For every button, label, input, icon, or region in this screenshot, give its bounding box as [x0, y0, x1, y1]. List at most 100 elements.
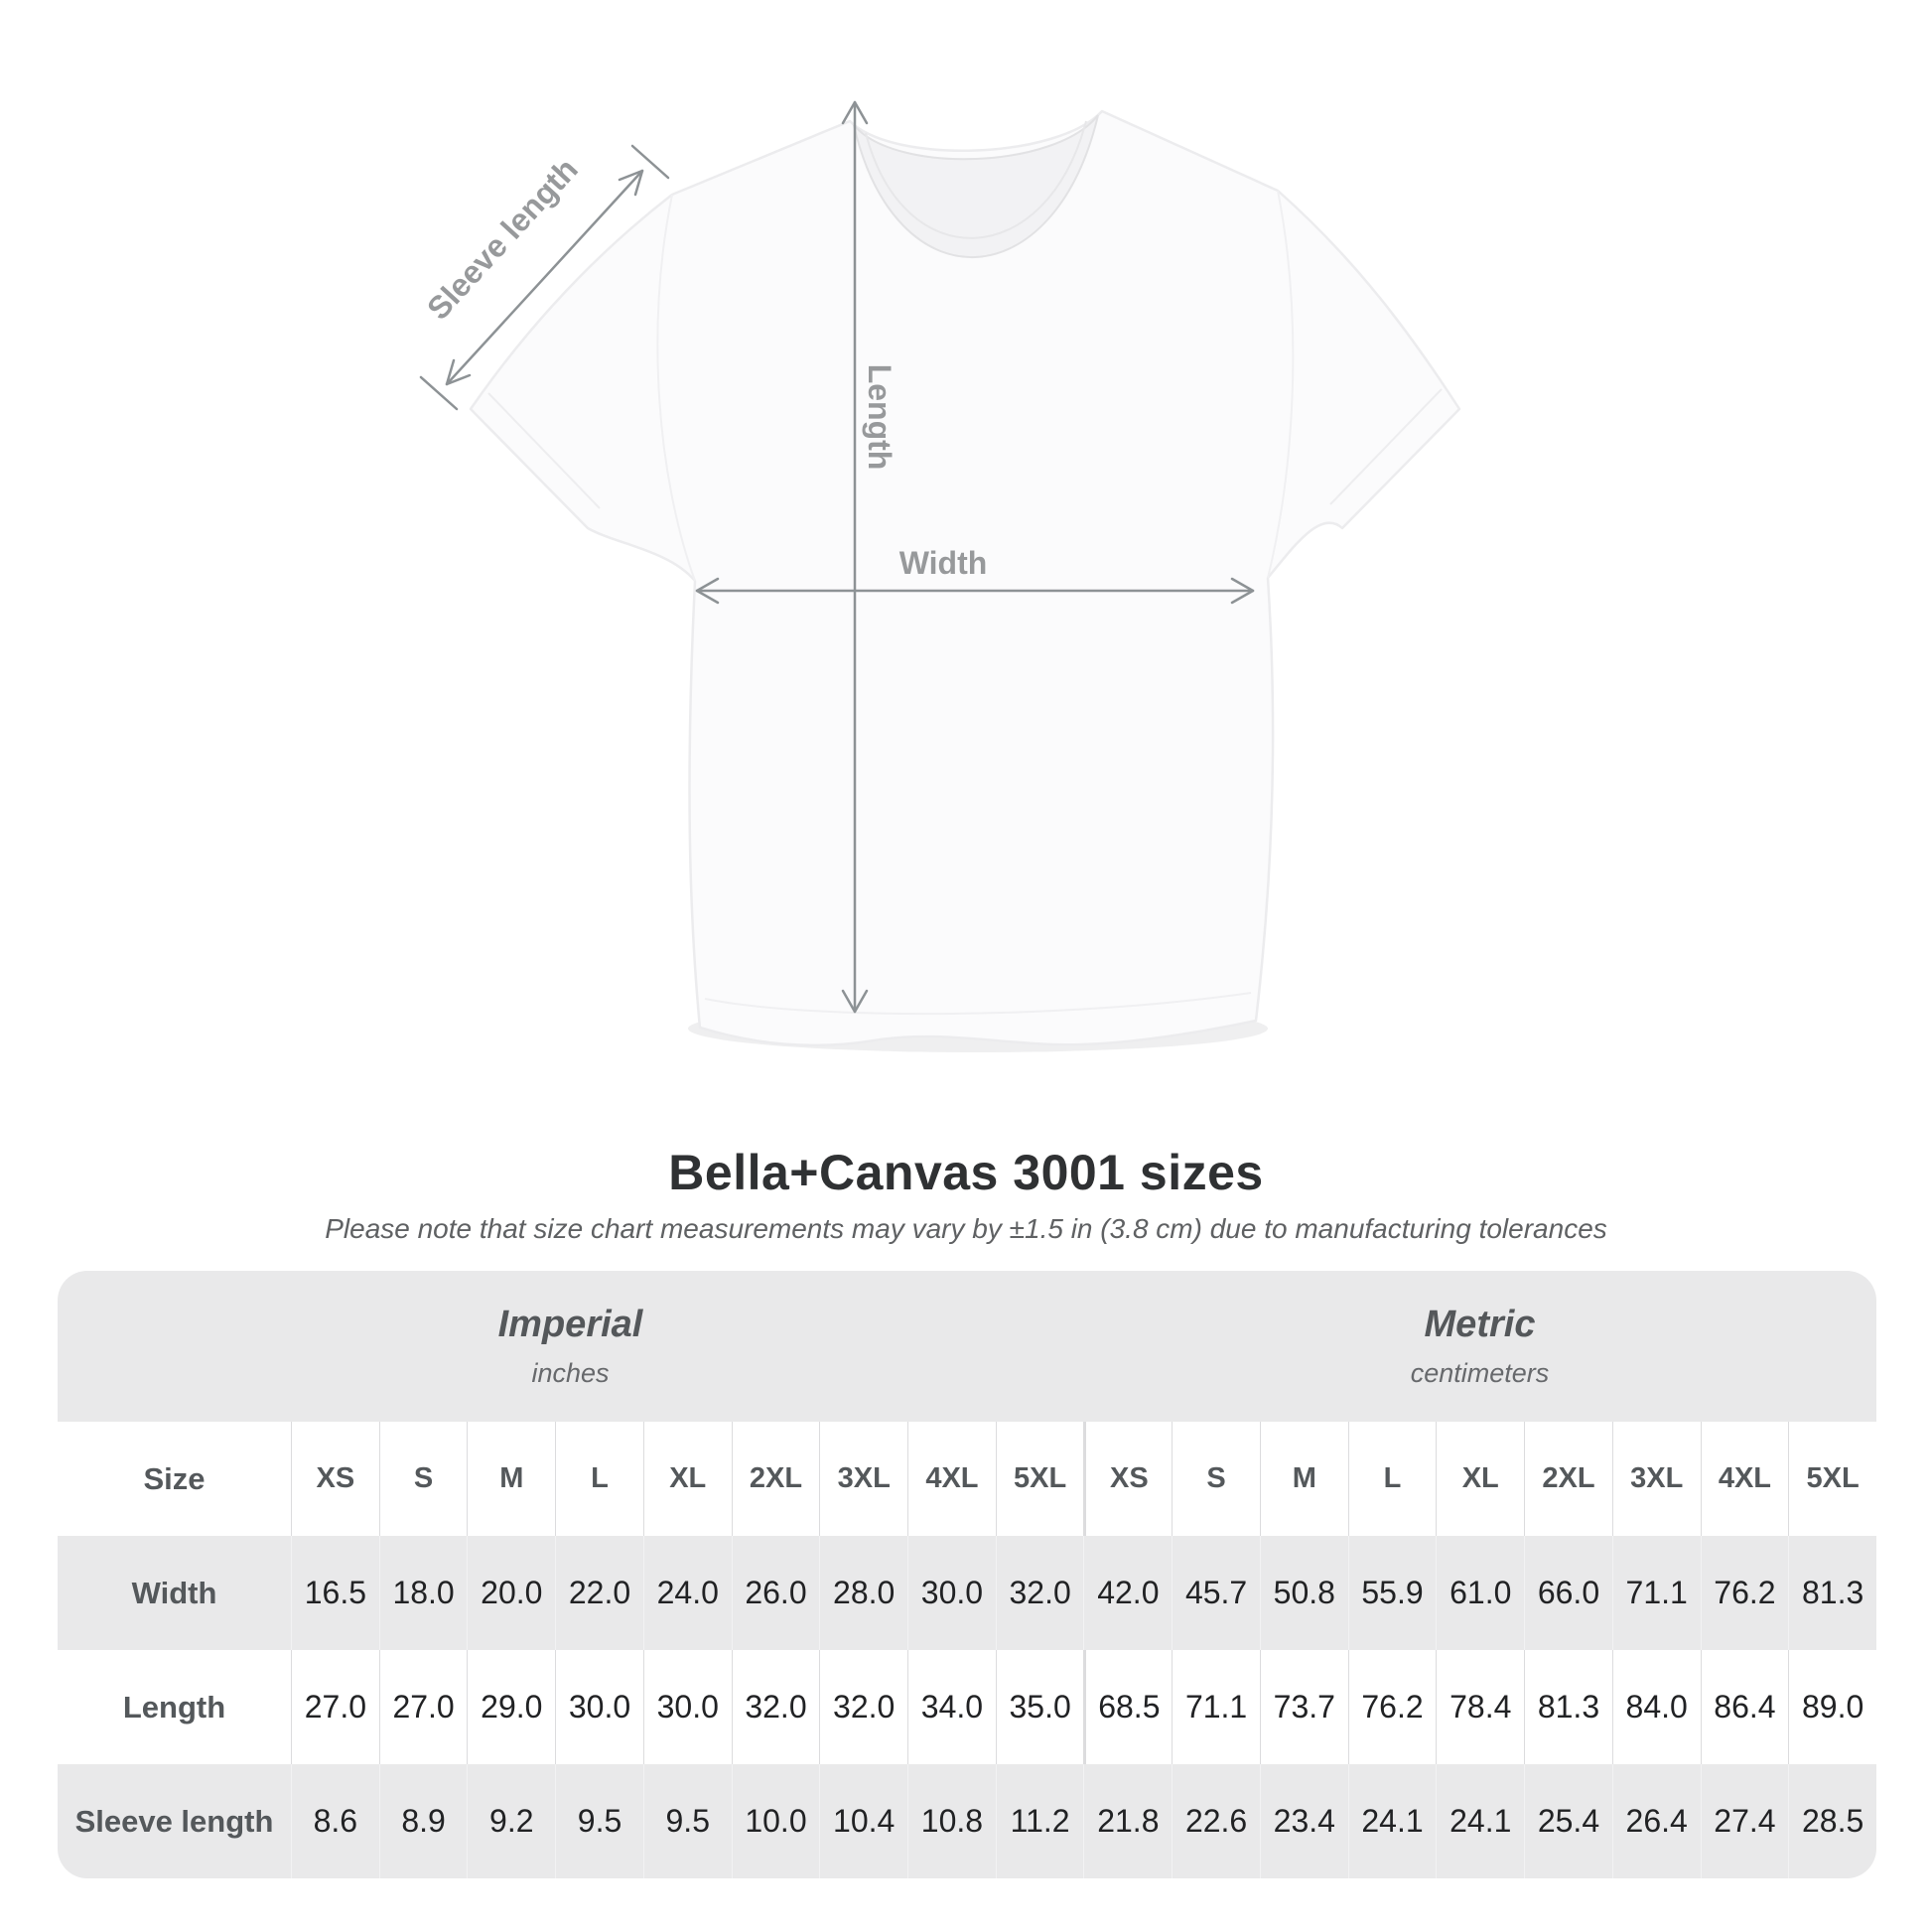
unit-header-band: Imperial inches Metric centimeters [58, 1271, 1876, 1422]
table-row: Sleeve length 8.6 8.9 9.2 9.5 9.5 10.0 10.4 10.8… [58, 1764, 1876, 1878]
value-cell: 16.5 [291, 1536, 379, 1650]
row-label: Length [122, 1689, 226, 1725]
value-cell: 26.0 [731, 1536, 820, 1650]
tolerance-note: Please note that size chart measurements… [325, 1213, 1607, 1244]
value-cell: 20.0 [467, 1536, 555, 1650]
value-cell: 8.9 [378, 1764, 468, 1878]
sleeve-length-arrow [419, 144, 670, 411]
right-cuff-seam [1329, 388, 1443, 505]
size-header-cell: S [1172, 1422, 1260, 1536]
size-header-cell: 3XL [819, 1422, 907, 1536]
table-row: Size XS S M L XL 2XL 3XL 4XL 5XL XS S M L XL 2XL 3XL 4XL 5… [58, 1422, 1876, 1536]
width-arrow [695, 577, 1255, 605]
size-header-cell: 4XL [907, 1422, 996, 1536]
size-header-cell: XL [1436, 1422, 1524, 1536]
value-cell: 76.2 [1347, 1650, 1437, 1764]
size-column-header: Size [143, 1460, 206, 1496]
value-cell: 71.1 [1172, 1650, 1260, 1764]
value-cell: 78.4 [1436, 1650, 1524, 1764]
value-cell: 81.3 [1524, 1650, 1612, 1764]
value-cell: 45.7 [1172, 1536, 1260, 1650]
width-label: Width [899, 545, 988, 581]
value-cell: 86.4 [1700, 1650, 1789, 1764]
value-cell: 84.0 [1611, 1650, 1701, 1764]
value-cell: 32.0 [995, 1536, 1084, 1650]
row-label: Sleeve length [74, 1803, 274, 1839]
value-cell: 26.4 [1611, 1764, 1701, 1878]
table-row: Length 27.0 27.0 29.0 30.0 30.0 32.0 32.0 34.0 35… [58, 1650, 1876, 1764]
size-header-cell: 5XL [995, 1422, 1084, 1536]
value-cell: 23.4 [1259, 1764, 1348, 1878]
value-cell: 68.5 [1083, 1650, 1172, 1764]
value-cell: 73.7 [1259, 1650, 1348, 1764]
value-cell: 8.6 [291, 1764, 379, 1878]
imperial-section-unit: inches [531, 1358, 610, 1388]
value-cell: 29.0 [467, 1650, 555, 1764]
table-rows: Size XS S M L XL 2XL 3XL 4XL 5XL XS S M L XL 2XL 3XL 4XL 5… [58, 1422, 1876, 1878]
size-header-cell: L [1347, 1422, 1437, 1536]
value-cell: 89.0 [1788, 1650, 1876, 1764]
metric-section-unit: centimeters [1410, 1358, 1550, 1388]
size-header-cell: 2XL [1524, 1422, 1612, 1536]
value-cell: 27.0 [378, 1650, 468, 1764]
value-cell: 28.0 [819, 1536, 907, 1650]
imperial-section-header: Imperial inches [58, 1271, 1083, 1422]
size-header-cell: S [378, 1422, 468, 1536]
value-cell: 61.0 [1436, 1536, 1524, 1650]
value-cell: 22.0 [555, 1536, 643, 1650]
size-header-cell: XS [291, 1422, 379, 1536]
value-cell: 10.0 [731, 1764, 820, 1878]
tshirt-graphic [469, 109, 1461, 1047]
size-header-cell: 3XL [1611, 1422, 1701, 1536]
value-cell: 9.2 [467, 1764, 555, 1878]
size-header-cell: XL [642, 1422, 732, 1536]
size-header-cell: 4XL [1700, 1422, 1789, 1536]
size-header-cell: M [467, 1422, 555, 1536]
tshirt-diagram-svg: Sleeve length Length Width [419, 100, 1461, 1052]
length-label: Length [862, 364, 897, 471]
value-cell: 21.8 [1083, 1764, 1172, 1878]
value-cell: 66.0 [1524, 1536, 1612, 1650]
value-cell: 50.8 [1259, 1536, 1348, 1650]
value-cell: 34.0 [907, 1650, 996, 1764]
metric-section-header: Metric centimeters [1083, 1271, 1876, 1422]
value-cell: 35.0 [995, 1650, 1084, 1764]
value-cell: 28.5 [1788, 1764, 1876, 1878]
value-cell: 32.0 [731, 1650, 820, 1764]
value-cell: 27.0 [291, 1650, 379, 1764]
value-cell: 22.6 [1172, 1764, 1260, 1878]
length-arrow [841, 100, 869, 1014]
value-cell: 25.4 [1524, 1764, 1612, 1878]
row-label: Width [131, 1575, 217, 1610]
tshirt-size-diagram: Sleeve length Length Width [419, 100, 1461, 1052]
collar-seam [865, 120, 1087, 239]
right-sleeve-seam [1267, 190, 1295, 579]
size-header-cell: L [555, 1422, 643, 1536]
size-header-cell: M [1259, 1422, 1348, 1536]
hem-stitch [704, 992, 1252, 1016]
value-cell: 9.5 [642, 1764, 732, 1878]
left-cuff-seam [487, 392, 601, 509]
value-cell: 10.4 [819, 1764, 907, 1878]
size-table: Imperial inches Metric centimeters Size X… [58, 1271, 1876, 1878]
value-cell: 11.2 [995, 1764, 1084, 1878]
neck-opening [853, 114, 1099, 258]
value-cell: 27.4 [1700, 1764, 1789, 1878]
value-cell: 81.3 [1788, 1536, 1876, 1650]
metric-section-title: Metric [1424, 1304, 1536, 1345]
value-cell: 24.1 [1347, 1764, 1437, 1878]
left-sleeve-seam [656, 194, 696, 582]
size-header-cell: 5XL [1788, 1422, 1876, 1536]
value-cell: 71.1 [1611, 1536, 1701, 1650]
value-cell: 18.0 [378, 1536, 468, 1650]
imperial-section-title: Imperial [497, 1304, 643, 1345]
value-cell: 24.1 [1436, 1764, 1524, 1878]
value-cell: 24.0 [642, 1536, 732, 1650]
page-title: Bella+Canvas 3001 sizes [668, 1145, 1264, 1200]
value-cell: 76.2 [1700, 1536, 1789, 1650]
value-cell: 10.8 [907, 1764, 996, 1878]
value-cell: 32.0 [819, 1650, 907, 1764]
value-cell: 42.0 [1083, 1536, 1172, 1650]
size-header-cell: XS [1083, 1422, 1172, 1536]
